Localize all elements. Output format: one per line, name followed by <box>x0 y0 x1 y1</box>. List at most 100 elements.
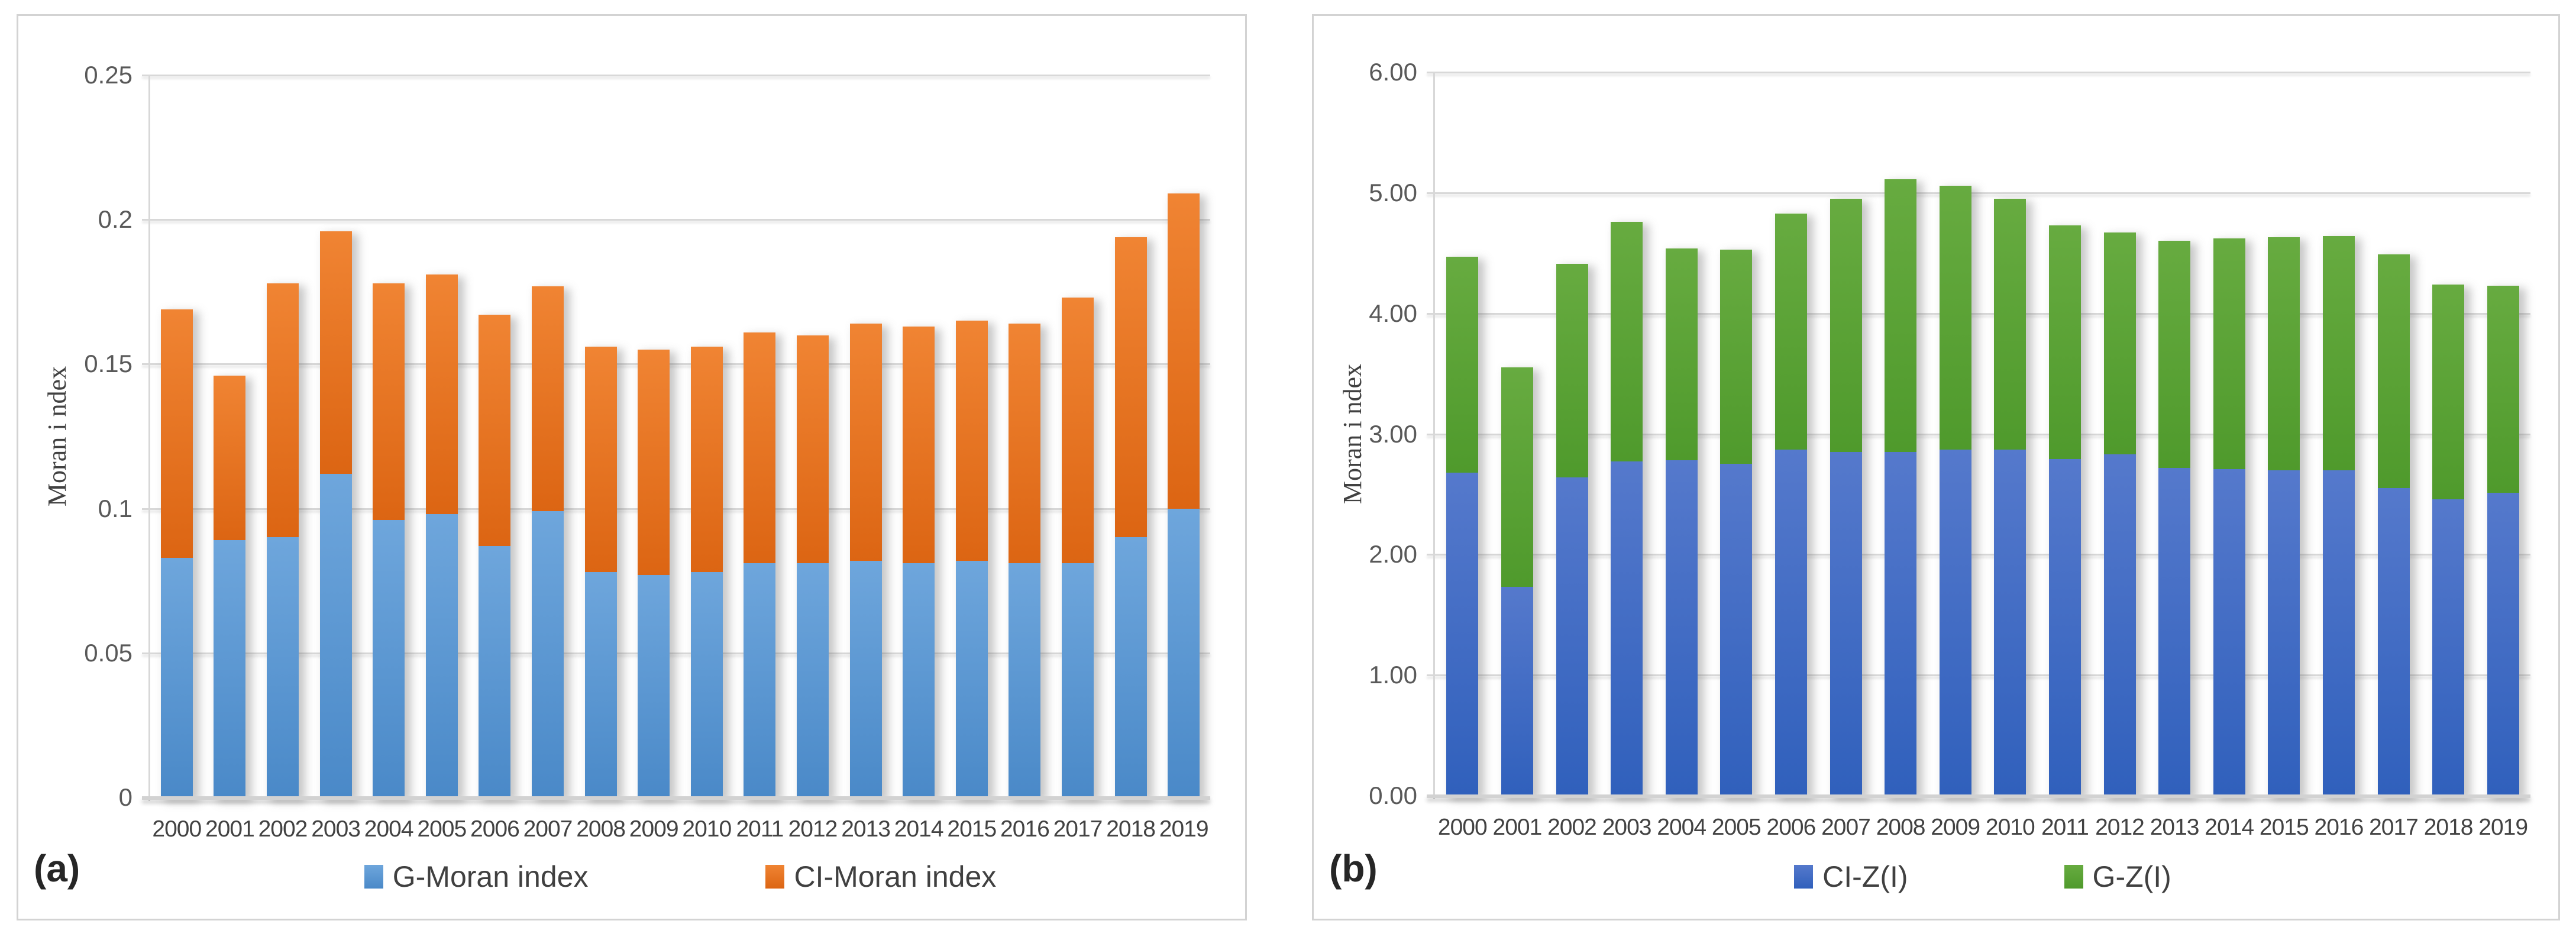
y-tick-label: 6.00 <box>1369 58 1417 86</box>
bar-2004 <box>1665 248 1698 796</box>
bar-segment-g-moran-index <box>267 537 299 797</box>
x-tick-label: 2008 <box>1876 815 1926 840</box>
bar-segment-g-z-i- <box>2432 284 2465 499</box>
legend-item: G-Z(I) <box>2064 860 2171 894</box>
bar-segment-g-moran-index <box>1114 537 1147 797</box>
y-tick-label: 0.00 <box>1369 781 1417 809</box>
bar-segment-g-moran-index <box>1062 563 1094 797</box>
bar-segment-ci-moran-index <box>319 231 352 474</box>
gridline <box>1427 674 2530 677</box>
bar-segment-g-moran-index <box>690 572 723 797</box>
bar-segment-g-z-i- <box>1885 179 1917 453</box>
bar-segment-g-moran-index <box>584 572 617 797</box>
bar-segment-ci-z-i- <box>2158 467 2191 796</box>
y-axis-line <box>148 75 150 801</box>
bar-segment-g-z-i- <box>1775 213 1807 450</box>
bar-2011 <box>744 332 776 797</box>
x-tick-label: 2016 <box>2314 815 2364 840</box>
bar-segment-g-z-i- <box>1446 256 1479 473</box>
x-tick-label: 2018 <box>1106 816 1156 842</box>
bar-segment-ci-z-i- <box>1611 461 1643 796</box>
bar-segment-g-z-i- <box>1556 264 1588 477</box>
legend-item: G-Moran index <box>364 860 589 894</box>
bar-segment-ci-z-i- <box>2322 470 2355 796</box>
bar-segment-ci-z-i- <box>2487 493 2519 796</box>
bar-2004 <box>373 283 405 797</box>
panel-a: Moran i ndex 0 0.05 0.1 0.15 0.2 0.25 2000 2001… <box>17 14 1247 920</box>
bar-2007 <box>1830 199 1862 796</box>
gridline <box>142 508 1210 510</box>
bar-segment-g-z-i- <box>1501 367 1533 587</box>
bar-2012 <box>2103 232 2136 796</box>
bar-segment-g-z-i- <box>2048 225 2081 460</box>
bar-segment-g-z-i- <box>2158 241 2191 468</box>
x-tick-label: 2014 <box>2205 815 2254 840</box>
bar-segment-g-z-i- <box>2103 232 2136 455</box>
bar-segment-ci-moran-index <box>425 274 458 515</box>
bar-2006 <box>479 315 511 797</box>
y-tick-label: 3.00 <box>1369 419 1417 448</box>
bar-segment-g-moran-index <box>744 563 776 797</box>
x-tick-label: 2002 <box>1547 815 1597 840</box>
x-tick-label: 2010 <box>682 816 732 842</box>
x-tick-label: 2016 <box>1000 816 1050 842</box>
y-tick-label: 1.00 <box>1369 661 1417 689</box>
x-tick-label: 2006 <box>1766 815 1817 840</box>
bar-segment-ci-moran-index <box>1114 237 1147 538</box>
bar-segment-ci-z-i- <box>1775 450 1807 796</box>
bar-2016 <box>2322 236 2355 796</box>
bar-segment-ci-z-i- <box>2048 459 2081 796</box>
x-tick-label: 2010 <box>1985 815 2035 840</box>
x-tick-label: 2013 <box>2150 815 2200 840</box>
x-tick-label: 2004 <box>364 816 414 842</box>
bar-2015 <box>955 321 988 797</box>
bar-segment-g-moran-index <box>903 563 935 797</box>
bar-segment-ci-moran-index <box>1062 298 1094 564</box>
legend-swatch-ci-moran-index <box>765 865 785 889</box>
bar-segment-ci-z-i- <box>2377 488 2410 796</box>
bar-segment-ci-z-i- <box>1665 460 1698 796</box>
bar-segment-g-moran-index <box>373 520 405 797</box>
legend-label: G-Moran index <box>392 860 589 893</box>
bar-2008 <box>1885 179 1917 796</box>
bar-2018 <box>1114 237 1147 797</box>
x-tick-label: 2005 <box>1711 815 1761 840</box>
bar-segment-g-z-i- <box>2377 254 2410 489</box>
y-tick-label: 0.25 <box>84 61 132 89</box>
bar-segment-ci-moran-index <box>638 349 670 575</box>
x-tick-label: 2000 <box>152 816 202 842</box>
bar-segment-g-z-i- <box>1939 185 1971 450</box>
bar-2019 <box>2487 285 2519 796</box>
x-tick-label: 2000 <box>1437 815 1488 840</box>
x-tick-label: 2011 <box>736 816 784 842</box>
bar-segment-ci-z-i- <box>1885 452 1917 796</box>
gridline <box>142 219 1210 221</box>
bar-2010 <box>690 347 723 797</box>
bar-segment-ci-moran-index <box>744 332 776 564</box>
bar-segment-ci-z-i- <box>1830 452 1862 796</box>
bar-segment-ci-moran-index <box>373 283 405 521</box>
legend-label: G-Z(I) <box>2092 860 2171 893</box>
legend-label: CI-Z(I) <box>1822 860 1908 893</box>
x-axis-line <box>1427 794 2530 798</box>
x-tick-label: 2005 <box>417 816 467 842</box>
bar-segment-ci-moran-index <box>690 347 723 573</box>
bar-segment-ci-moran-index <box>479 315 511 547</box>
legend-b: CI-Z(I) G-Z(I) <box>1435 856 2530 897</box>
bar-2010 <box>1994 199 2026 796</box>
bar-2002 <box>267 283 299 797</box>
bar-2014 <box>2213 238 2245 796</box>
x-tick-label: 2003 <box>311 816 361 842</box>
bar-2000 <box>160 309 193 797</box>
bar-segment-ci-moran-index <box>849 324 882 561</box>
gridline <box>1427 72 2530 73</box>
legend-a: G-Moran index CI-Moran index <box>150 856 1210 897</box>
bar-segment-ci-moran-index <box>214 375 246 541</box>
x-tick-label: 2015 <box>947 816 997 842</box>
gridline <box>142 363 1210 366</box>
x-tick-label: 2003 <box>1602 815 1652 840</box>
x-tick-label: 2017 <box>2369 815 2419 840</box>
y-tick-label: 5.00 <box>1369 178 1417 206</box>
bar-2003 <box>319 231 352 797</box>
x-tick-label: 2002 <box>258 816 308 842</box>
